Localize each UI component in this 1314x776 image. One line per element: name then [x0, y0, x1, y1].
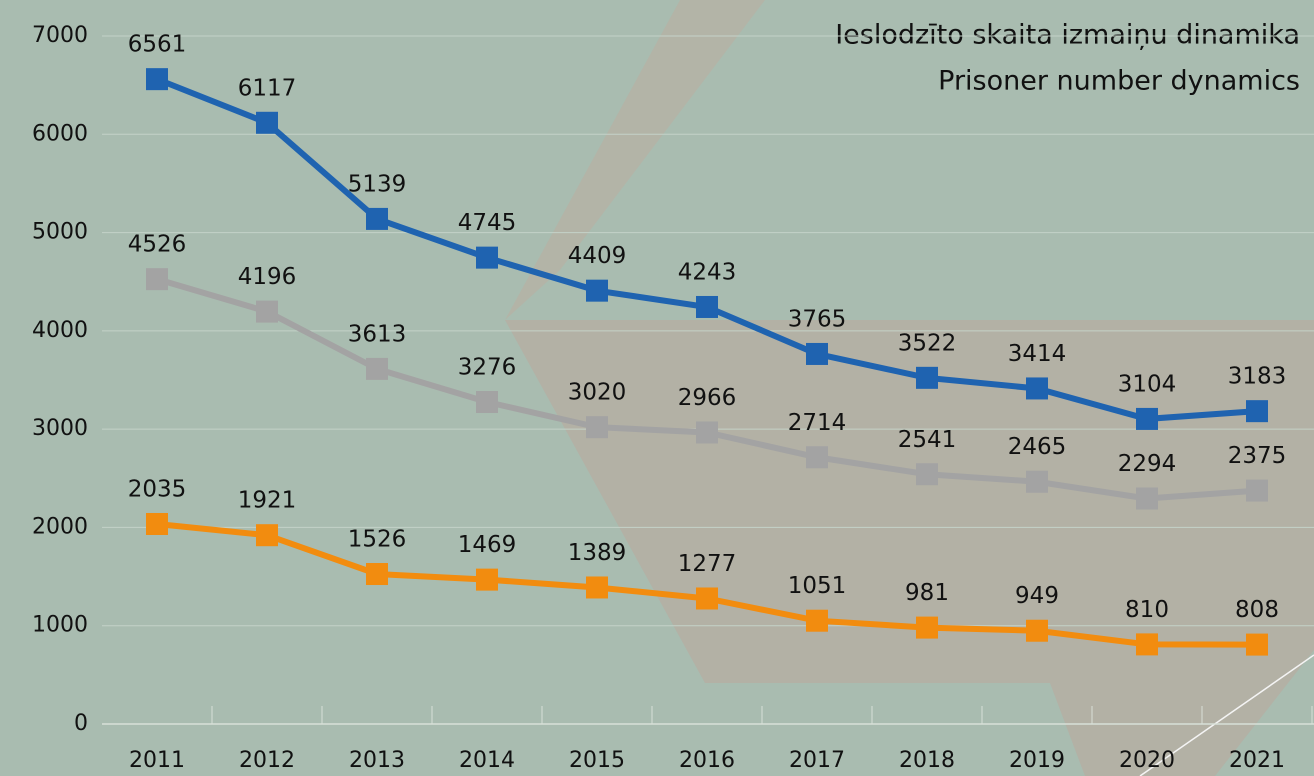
marker — [256, 300, 278, 323]
data-label: 2294 — [1118, 451, 1177, 477]
x-tick-label: 2015 — [569, 748, 625, 773]
marker — [256, 524, 278, 547]
data-label: 2375 — [1228, 443, 1287, 469]
x-tick-label: 2018 — [899, 748, 955, 773]
marker — [806, 446, 828, 469]
y-tick-label: 6000 — [32, 121, 88, 146]
data-label: 2966 — [678, 385, 737, 411]
marker — [696, 587, 718, 610]
x-tick-label: 2016 — [679, 748, 735, 773]
marker — [806, 342, 828, 365]
data-label: 810 — [1125, 597, 1169, 623]
marker — [1246, 400, 1268, 423]
y-tick-label: 1000 — [32, 613, 88, 638]
data-label: 2541 — [898, 427, 957, 453]
data-label: 3765 — [788, 306, 847, 332]
x-tick-label: 2017 — [789, 748, 845, 773]
data-label: 3020 — [568, 380, 627, 406]
data-label: 3414 — [1008, 341, 1067, 367]
x-tick-label: 2014 — [459, 748, 515, 773]
data-label: 1389 — [568, 540, 627, 566]
x-tick-label: 2012 — [239, 748, 295, 773]
data-label: 5139 — [348, 171, 407, 197]
marker — [1026, 470, 1048, 493]
marker — [916, 616, 938, 639]
data-label: 3276 — [458, 355, 517, 381]
data-label: 4745 — [458, 210, 517, 236]
x-tick-label: 2021 — [1229, 748, 1285, 773]
marker — [476, 568, 498, 591]
marker — [1246, 479, 1268, 502]
marker — [1136, 407, 1158, 430]
marker — [256, 111, 278, 134]
data-label: 2465 — [1008, 434, 1067, 460]
data-label: 2035 — [128, 476, 187, 502]
marker — [806, 609, 828, 632]
x-tick-label: 2013 — [349, 748, 405, 773]
x-tick-label: 2019 — [1009, 748, 1065, 773]
data-label: 6117 — [238, 75, 297, 101]
marker — [586, 279, 608, 302]
marker — [476, 391, 498, 414]
marker — [1136, 487, 1158, 510]
marker — [366, 207, 388, 230]
data-label: 6561 — [128, 32, 187, 58]
marker — [1026, 619, 1048, 642]
marker — [1246, 633, 1268, 656]
data-label: 4243 — [678, 259, 737, 285]
marker — [146, 512, 168, 535]
marker — [1026, 377, 1048, 400]
data-label: 3104 — [1118, 371, 1177, 397]
y-tick-label: 0 — [74, 711, 88, 736]
data-label: 981 — [905, 580, 949, 606]
marker — [146, 268, 168, 291]
data-label: 4409 — [568, 243, 627, 269]
data-label: 4526 — [128, 232, 187, 258]
decor-band — [505, 0, 765, 320]
data-label: 3613 — [348, 321, 407, 347]
marker — [1136, 633, 1158, 656]
data-label: 3183 — [1228, 364, 1287, 390]
marker — [916, 366, 938, 389]
data-label: 1526 — [348, 527, 407, 553]
y-tick-label: 2000 — [32, 514, 88, 539]
marker — [586, 576, 608, 599]
y-tick-label: 4000 — [32, 318, 88, 343]
data-label: 4196 — [238, 264, 297, 290]
data-label: 1051 — [788, 573, 847, 599]
marker — [916, 463, 938, 486]
chart-subtitle: Prisoner number dynamics — [938, 66, 1300, 97]
x-tick-label: 2020 — [1119, 748, 1175, 773]
marker — [476, 246, 498, 269]
data-label: 949 — [1015, 583, 1059, 609]
y-tick-label: 7000 — [32, 23, 88, 48]
decor-line — [1139, 654, 1314, 776]
marker — [696, 295, 718, 318]
marker — [146, 68, 168, 91]
data-label: 2714 — [788, 410, 847, 436]
data-label: 1921 — [238, 488, 297, 514]
marker — [696, 421, 718, 444]
data-label: 1277 — [678, 551, 737, 577]
data-label: 1469 — [458, 532, 517, 558]
chart-title: Ieslodzīto skaita izmaiņu dinamika — [835, 20, 1300, 51]
x-tick-label: 2011 — [129, 748, 185, 773]
marker — [366, 563, 388, 586]
marker — [366, 357, 388, 380]
y-tick-label: 3000 — [32, 416, 88, 441]
data-label: 808 — [1235, 597, 1279, 623]
y-tick-label: 5000 — [32, 220, 88, 245]
marker — [586, 416, 608, 439]
data-label: 3522 — [898, 330, 957, 356]
